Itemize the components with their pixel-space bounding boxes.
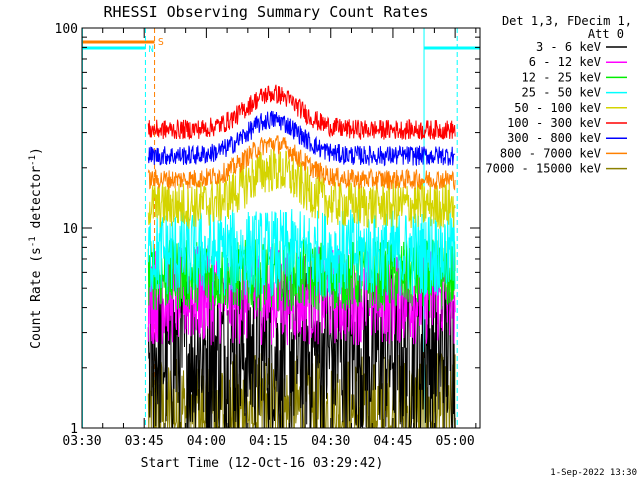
y-axis-label: Count Rate (s-1 detector-1) (28, 147, 44, 349)
legend-label-2: 6 - 12 keV (529, 55, 601, 69)
x-tick-label-1: 03:45 (125, 434, 164, 449)
x-tick-label-0: 03:30 (62, 434, 101, 449)
x-tick-label-6: 05:00 (436, 434, 475, 449)
y-tick-label-0: 1 (70, 422, 78, 437)
chart-title: RHESSI Observing Summary Count Rates (103, 3, 428, 21)
legend-label-8: 800 - 7000 keV (500, 146, 601, 160)
series-line-5 (147, 146, 456, 229)
series-line-4 (147, 208, 456, 297)
series-line-8 (147, 135, 456, 191)
timestamp: 1-Sep-2022 13:30 (550, 468, 637, 478)
y-axis-label-main: Count Rate (s (29, 247, 44, 349)
series-line-7 (147, 110, 456, 167)
x-tick-label-4: 04:30 (311, 434, 350, 449)
x-tick-label-3: 04:15 (249, 434, 288, 449)
series-line-6 (147, 84, 456, 141)
x-tick-label-2: 04:00 (187, 434, 226, 449)
y-tick-label-1: 10 (62, 222, 78, 237)
svg-text:Count Rate (s-1 detector-1): Count Rate (s-1 detector-1) (28, 147, 44, 349)
legend-label-7: 300 - 800 keV (507, 131, 601, 145)
series-line-2 (147, 245, 456, 346)
saa-label: S (158, 37, 164, 48)
y-axis-label-exp1: -1 (28, 236, 38, 247)
legend-label-9: 7000 - 15000 keV (485, 162, 601, 176)
legend-label-4: 25 - 50 keV (522, 86, 601, 100)
y-axis-label-end: ) (29, 147, 44, 155)
legend-header-line1: Det 1,3, FDecim 1, (502, 14, 632, 28)
y-axis-label-exp2: -1 (28, 155, 38, 166)
y-axis-label-mid: detector (29, 166, 44, 237)
x-tick-label-5: 04:45 (373, 434, 412, 449)
legend-label-5: 50 - 100 keV (514, 101, 601, 115)
legend-header-line2: Att 0 (588, 27, 624, 41)
night-label: N (148, 45, 153, 55)
legend-label-3: 12 - 25 keV (522, 70, 601, 84)
x-axis-label: Start Time (12-Oct-16 03:29:42) (141, 456, 384, 471)
legend-label-1: 3 - 6 keV (536, 40, 601, 54)
y-tick-label-2: 100 (55, 22, 78, 37)
legend-label-6: 100 - 300 keV (507, 116, 601, 130)
